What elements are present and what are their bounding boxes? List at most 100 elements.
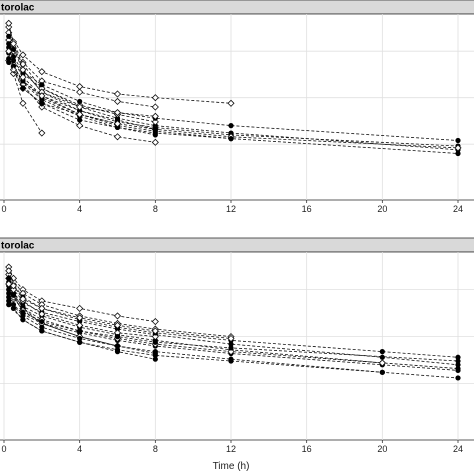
x-axis-title: Time (h) [213,461,250,472]
data-point [9,69,18,78]
series-7 [9,69,46,137]
data-point [151,94,159,102]
series-14 [6,59,234,142]
data-point [6,302,12,308]
data-point [19,51,27,59]
data-point [228,345,234,351]
data-point [38,68,46,76]
data-point [20,313,26,319]
series-line [8,304,383,373]
data-point [455,354,461,360]
data-point [19,66,27,74]
x-tick-label: 16 [302,204,312,214]
panel-strip [0,237,474,253]
data-point [114,343,121,349]
data-point [38,129,46,137]
data-point [38,103,46,111]
series-9 [6,41,461,144]
x-tick-label: 4 [77,204,82,214]
data-point [151,327,159,335]
panel-title: torolac [1,3,35,14]
data-point [76,110,84,119]
data-point [5,19,13,27]
series-3 [5,29,235,107]
data-point [114,334,121,340]
data-point [39,100,45,106]
x-tick-label: 20 [377,444,387,454]
data-point [6,59,12,65]
x-tick-label: 8 [153,444,158,454]
data-point [77,108,83,114]
data-point [152,356,158,362]
data-point [378,359,386,367]
data-point [20,317,26,323]
data-point [113,90,122,98]
data-point [114,347,121,353]
data-point [151,317,159,326]
data-point [6,56,12,62]
data-point [9,282,18,290]
data-point [455,137,461,144]
series-line [8,60,156,143]
panel-strip [0,0,474,15]
data-point [228,341,234,347]
data-point [113,321,122,329]
data-point [113,133,122,141]
data-point [6,294,12,300]
x-tick-label: 4 [77,444,82,454]
data-point [152,339,158,345]
data-point [76,314,84,322]
data-point [5,267,13,275]
data-point [379,369,385,375]
series-line [8,58,459,147]
data-point [39,324,45,330]
data-point [228,358,234,364]
data-point [38,92,46,100]
series-8 [5,56,159,146]
data-point [455,375,461,381]
series-line [8,300,156,354]
data-point [77,98,83,105]
data-point [455,367,461,374]
data-point [39,82,45,88]
data-point [454,144,462,152]
data-point [6,275,12,281]
series-13 [5,267,235,343]
data-point [6,298,12,304]
x-tick-label: 24 [453,444,463,454]
data-point [151,333,159,341]
plot-area [0,251,474,441]
series-line [8,270,232,339]
data-point [114,124,121,131]
chart-panel-1: torolac 0 4 8 12 16 20 24 [0,0,474,214]
series-line [13,295,459,362]
data-point [379,354,385,360]
x-tick-label: 8 [153,204,158,214]
x-tick-label: 0 [1,204,6,214]
data-point [455,362,461,368]
x-tick-label: 0 [1,444,6,454]
x-tick-label: 12 [226,204,236,214]
x-tick-label: 12 [226,444,236,454]
data-point [39,96,45,103]
data-point [227,334,235,343]
data-point [9,274,18,282]
data-point [20,78,26,84]
data-point [76,88,84,96]
data-point [77,328,83,334]
data-point [5,47,13,55]
data-point [38,304,46,312]
data-point [10,292,17,298]
data-point [113,97,122,105]
data-point [151,103,159,111]
x-tick-label: 24 [453,204,463,214]
data-point [151,138,159,146]
data-point [228,123,234,129]
data-point [77,335,83,342]
data-point [77,339,83,345]
data-point [113,120,122,128]
series-line [8,285,459,379]
chart-panel-2: torolac 0 4 8 12 16 20 24 Time (h) [0,237,474,472]
data-point [76,103,84,111]
